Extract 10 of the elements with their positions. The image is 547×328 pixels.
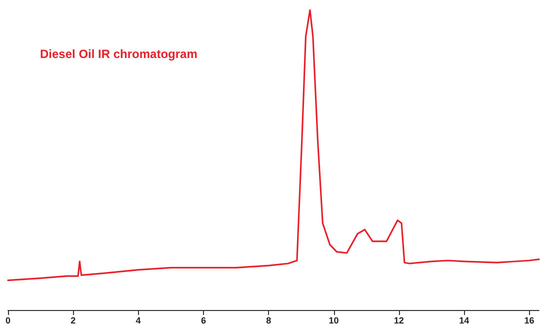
x-tick-label: 4 — [136, 316, 141, 326]
x-tick-label: 8 — [266, 316, 272, 326]
x-tick-label: 16 — [524, 316, 534, 326]
x-tick-label: 14 — [459, 316, 470, 326]
x-tick-label: 2 — [70, 316, 76, 326]
x-tick-label: 10 — [328, 316, 339, 326]
x-tick-label: 0 — [5, 316, 11, 326]
x-tick-label: 6 — [200, 316, 206, 326]
annotation: Diesel Oil IR chromatogram — [40, 47, 198, 61]
x-tick-label: 12 — [394, 316, 404, 326]
